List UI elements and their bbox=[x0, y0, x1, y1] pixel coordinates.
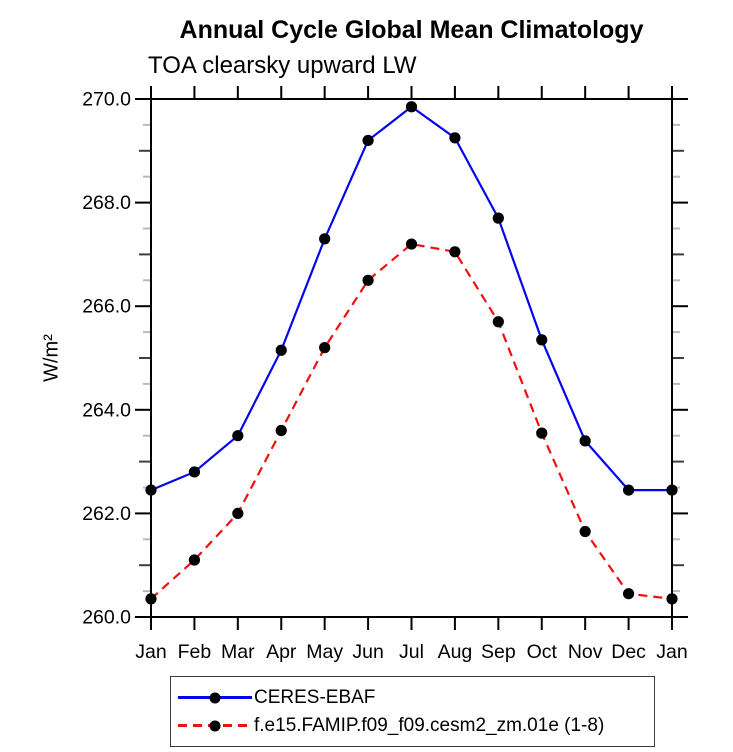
legend-item-model: f.e15.FAMIP.f09_f09.cesm2_zm.01e (1-8) bbox=[178, 713, 654, 738]
marker-dot-series-1 bbox=[449, 246, 461, 258]
legend-label-model: f.e15.FAMIP.f09_f09.cesm2_zm.01e (1-8) bbox=[254, 714, 605, 736]
marker-dot-series-0 bbox=[319, 233, 331, 245]
marker-dot-series-1 bbox=[536, 427, 548, 439]
x-tick-label: Sep bbox=[481, 641, 516, 663]
marker-dot-series-0 bbox=[275, 344, 287, 356]
marker-dot-series-1 bbox=[622, 588, 635, 600]
marker-dot-series-0 bbox=[232, 430, 244, 442]
legend-line-dashed-red-icon bbox=[178, 720, 252, 731]
marker-dot-series-1 bbox=[362, 274, 374, 286]
marker-dot-series-1 bbox=[492, 316, 504, 328]
y-tick-label: 270.0 bbox=[82, 89, 131, 111]
marker-dot-series-1 bbox=[666, 593, 678, 605]
marker-dot-series-1 bbox=[319, 342, 331, 354]
legend-label-ceres: CERES-EBAF bbox=[254, 686, 376, 708]
marker-dot-series-0 bbox=[536, 334, 548, 346]
x-tick-label: Feb bbox=[178, 641, 212, 663]
marker-dot-series-0 bbox=[362, 134, 374, 147]
y-tick-label: 260.0 bbox=[82, 607, 131, 629]
x-tick-label: Jun bbox=[352, 641, 383, 663]
legend: CERES-EBAF f.e15.FAMIP.f09_f09.cesm2_zm.… bbox=[170, 676, 655, 747]
legend-item-ceres: CERES-EBAF bbox=[178, 685, 654, 710]
series-line-1 bbox=[150, 242, 673, 600]
marker-dot-series-0 bbox=[145, 484, 157, 496]
x-tick-label: Apr bbox=[266, 641, 297, 663]
x-tick-label: Jan bbox=[135, 641, 166, 663]
marker-dot-series-1 bbox=[579, 525, 591, 538]
legend-line-solid-blue-icon bbox=[178, 692, 252, 703]
marker-dot-series-0 bbox=[622, 484, 635, 496]
marker-dot-series-0 bbox=[188, 466, 201, 478]
x-tick-label: Dec bbox=[611, 641, 646, 663]
y-tick-label: 268.0 bbox=[82, 192, 131, 214]
marker-dot-series-1 bbox=[188, 554, 201, 566]
x-tick-label: Mar bbox=[221, 641, 255, 663]
marker-dot-series-0 bbox=[449, 132, 461, 144]
marker-dot-series-0 bbox=[666, 484, 678, 496]
legend-marker-dot-icon bbox=[209, 692, 221, 703]
marker-dot-series-0 bbox=[492, 212, 504, 224]
marker-dot-series-1 bbox=[405, 238, 418, 250]
x-tick-label: Jan bbox=[656, 641, 687, 663]
marker-dot-series-0 bbox=[579, 435, 591, 447]
y-tick-label: 264.0 bbox=[82, 399, 131, 421]
series-line-0 bbox=[150, 105, 672, 492]
x-tick-label: Nov bbox=[568, 641, 603, 663]
marker-dot-series-1 bbox=[232, 507, 244, 519]
marker-dot-series-1 bbox=[275, 424, 287, 437]
y-tick-label: 266.0 bbox=[82, 296, 131, 318]
x-tick-label: May bbox=[306, 641, 343, 663]
chart-title: Annual Cycle Global Mean Climatology bbox=[179, 16, 644, 44]
y-tick-label: 262.0 bbox=[82, 503, 131, 525]
x-tick-label: Aug bbox=[438, 641, 473, 663]
marker-dot-series-1 bbox=[145, 593, 157, 605]
x-tick-label: Jul bbox=[399, 641, 424, 663]
marker-dot-series-0 bbox=[405, 101, 418, 113]
plot-frame bbox=[150, 98, 673, 618]
chart-subtitle: TOA clearsky upward LW bbox=[148, 52, 417, 79]
x-tick-label: Oct bbox=[527, 641, 558, 663]
legend-marker-dot-icon bbox=[209, 720, 221, 731]
